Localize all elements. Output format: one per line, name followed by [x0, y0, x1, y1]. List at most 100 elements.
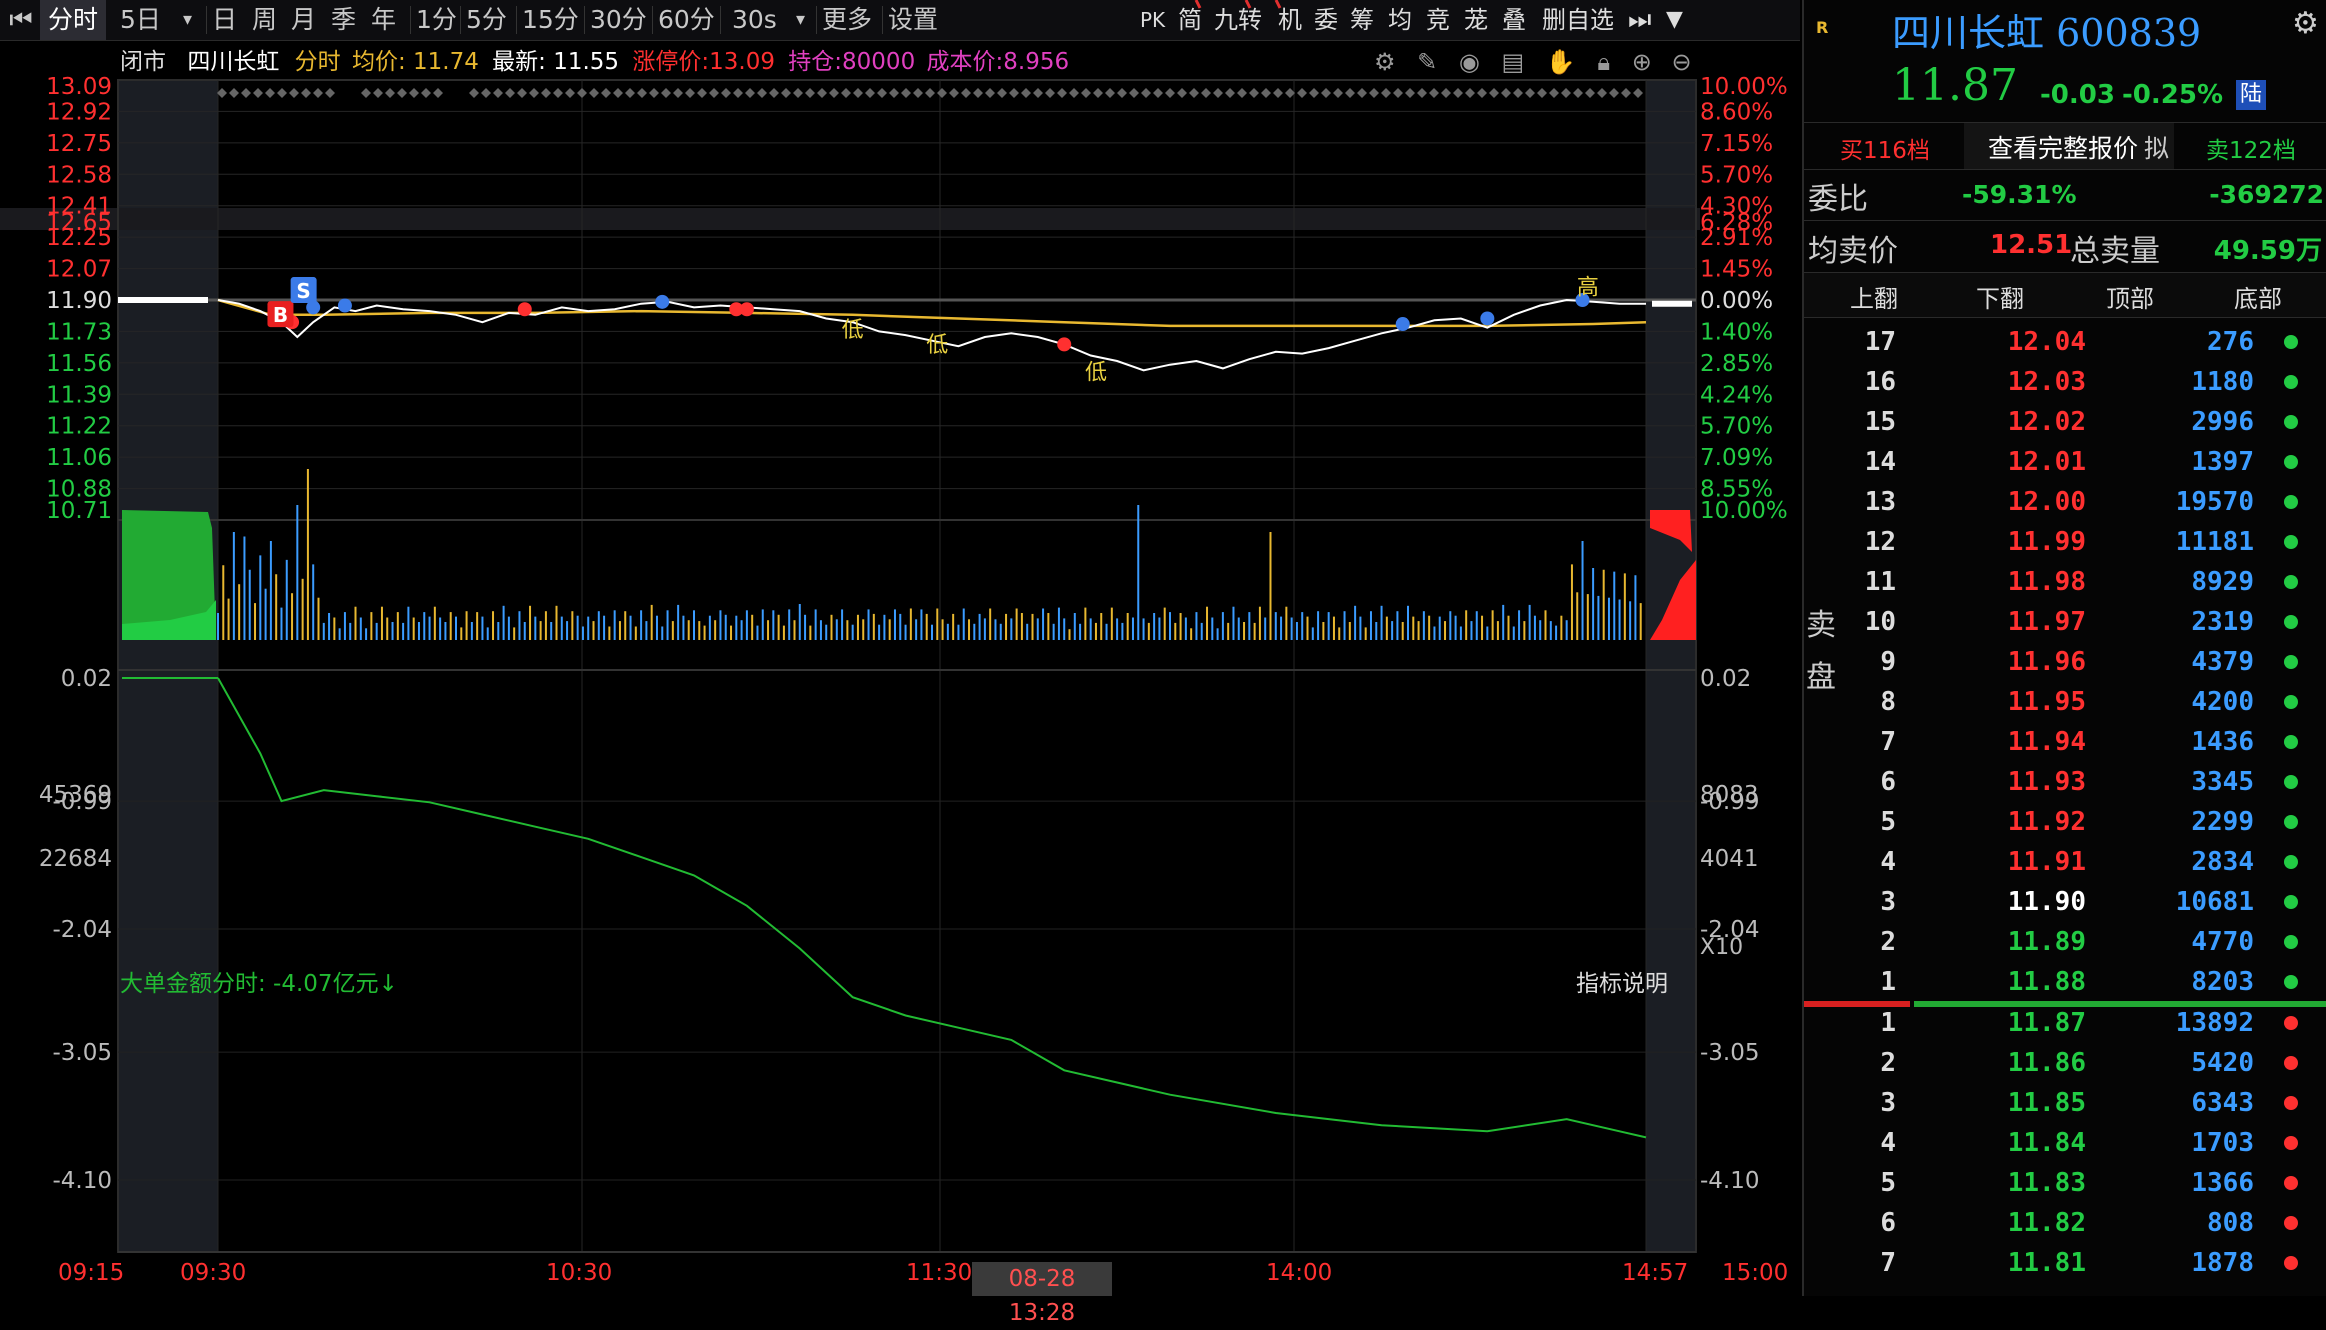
tab-period-3[interactable]: 周	[252, 5, 278, 34]
indicator-help-button[interactable]: 指标说明	[1576, 971, 1668, 997]
tab-period-5[interactable]: 季	[331, 5, 357, 34]
ask-row[interactable]: 4 11.91 2834	[1804, 842, 2326, 882]
tool-jian[interactable]: 简	[1178, 6, 1202, 34]
price-tick-left: 13.09	[46, 74, 112, 100]
ask-row[interactable]: 9 11.96 4379	[1804, 642, 2326, 682]
tab-period-7[interactable]: 1分	[416, 5, 457, 34]
settings-icon[interactable]: ⚙	[2292, 6, 2319, 41]
chevron-down-icon[interactable]: ▾	[796, 9, 806, 30]
flow-panel-label: 大单金额分时: -4.07亿元↓	[120, 971, 398, 997]
chart-frame	[117, 79, 1697, 1253]
volume-scale-label: X10	[1700, 935, 1743, 960]
ask-volume: 4770	[2191, 927, 2254, 957]
zoom-out-icon[interactable]: ⊖	[1671, 48, 1692, 76]
ask-status-dot	[2284, 935, 2298, 949]
auction-marker	[757, 88, 767, 98]
hand-icon[interactable]: ✋	[1545, 48, 1576, 76]
sell-point-marker	[1480, 311, 1495, 326]
ask-row[interactable]: 16 12.03 1180	[1804, 362, 2326, 402]
auction-marker	[853, 88, 863, 98]
ask-row[interactable]: 1 11.88 8203	[1804, 962, 2326, 1002]
ask-row[interactable]: 6 11.93 3345	[1804, 762, 2326, 802]
tab-period-4[interactable]: 月	[291, 5, 317, 34]
ask-price: 11.88	[2007, 967, 2086, 997]
tab-period-8[interactable]: 5分	[466, 5, 507, 34]
auction-marker	[1141, 88, 1151, 98]
bid-volume: 5420	[2191, 1048, 2254, 1078]
tool-ji[interactable]: 机	[1278, 6, 1302, 34]
bid-row[interactable]: 1 11.87 13892	[1804, 1003, 2326, 1043]
tool-long[interactable]: 茏	[1464, 6, 1488, 34]
tab-full-quote[interactable]: 查看完整报价	[1988, 134, 2139, 163]
tab-period-2[interactable]: 日	[212, 5, 238, 34]
bid-row[interactable]: 6 11.82 808	[1804, 1203, 2326, 1243]
settings-button[interactable]: 设置	[888, 5, 939, 34]
pen-icon[interactable]: ✎	[1417, 48, 1438, 76]
ask-row[interactable]: 10 11.97 2319	[1804, 602, 2326, 642]
tool-jing[interactable]: 竞	[1426, 6, 1450, 34]
tab-period-11[interactable]: 60分	[658, 5, 715, 34]
ask-row[interactable]: 14 12.01 1397	[1804, 442, 2326, 482]
ask-volume: 1180	[2191, 367, 2254, 397]
settings-icon[interactable]: ⚙	[1374, 48, 1396, 76]
tab-period-0[interactable]: 分时	[40, 0, 106, 40]
ask-row[interactable]: 5 11.92 2299	[1804, 802, 2326, 842]
price-tick-left: 11.39	[46, 382, 112, 408]
ask-row[interactable]: 7 11.94 1436	[1804, 722, 2326, 762]
scroll-top-button[interactable]: 顶部	[2106, 285, 2154, 313]
tool-chou[interactable]: 筹	[1350, 6, 1374, 34]
tool-pk[interactable]: PK	[1140, 8, 1166, 32]
ask-row[interactable]: 8 11.95 4200	[1804, 682, 2326, 722]
ask-row[interactable]: 17 12.04 276	[1804, 322, 2326, 362]
tool-jiuzhuan[interactable]: 九转	[1214, 6, 1262, 34]
ask-row[interactable]: 11 11.98 8929	[1804, 562, 2326, 602]
pre-market-shade	[118, 80, 218, 1252]
tab-period-9[interactable]: 15分	[522, 5, 579, 34]
box-icon[interactable]: ▤	[1501, 48, 1525, 76]
tool-die[interactable]: 叠	[1502, 6, 1526, 34]
tool-jun[interactable]: 均	[1388, 6, 1412, 34]
remove-watchlist-button[interactable]: 删自选	[1542, 6, 1614, 34]
pct-tick-right: 5.70%	[1700, 414, 1773, 440]
scroll-up-button[interactable]: 上翻	[1850, 285, 1898, 313]
tab-period-1[interactable]: 5日	[120, 5, 161, 34]
first-page-icon[interactable]: ⏮	[9, 5, 33, 35]
tab-period-6[interactable]: 年	[371, 5, 397, 34]
flow-tick-left: -4.10	[52, 1168, 112, 1194]
scroll-bottom-button[interactable]: 底部	[2234, 285, 2282, 313]
ask-row[interactable]: 3 11.90 10681	[1804, 882, 2326, 922]
ask-row[interactable]: 15 12.02 2996	[1804, 402, 2326, 442]
last-page-icon[interactable]: ⏭	[1628, 5, 1652, 35]
auction-marker	[385, 88, 395, 98]
auction-marker	[217, 88, 227, 98]
bid-row[interactable]: 4 11.84 1703	[1804, 1123, 2326, 1163]
ask-row[interactable]: 12 11.99 11181	[1804, 522, 2326, 562]
bid-row[interactable]: 2 11.86 5420	[1804, 1043, 2326, 1083]
zoom-in-icon[interactable]: ⊕	[1631, 48, 1652, 76]
scroll-down-button[interactable]: 下翻	[1976, 285, 2024, 313]
chevron-down-icon[interactable]: ▼	[1666, 7, 1683, 32]
tab-buy-levels[interactable]: 买116档	[1840, 138, 1930, 164]
auction-marker	[985, 88, 995, 98]
bid-price: 11.86	[2007, 1048, 2086, 1078]
intraday-chart[interactable]: 13.09 10.00% 12.92 8.60% 12.75 7.15% 12.58 5.70…	[0, 40, 1800, 1296]
bid-row[interactable]: 5 11.83 1366	[1804, 1163, 2326, 1203]
ask-row[interactable]: 2 11.89 4770	[1804, 922, 2326, 962]
bid-ask-divider-green	[1914, 1001, 2326, 1007]
tab-period-12[interactable]: 30s	[732, 5, 777, 34]
lock-icon[interactable]: 🔒︎	[1597, 48, 1611, 76]
divider	[1804, 220, 2326, 221]
ask-status-dot	[2284, 855, 2298, 869]
bid-row[interactable]: 7 11.81 1878	[1804, 1243, 2326, 1283]
tool-wei[interactable]: 委	[1314, 6, 1338, 34]
ask-row[interactable]: 13 12.00 19570	[1804, 482, 2326, 522]
bid-row[interactable]: 3 11.85 6343	[1804, 1083, 2326, 1123]
eye-icon[interactable]: ◉	[1458, 48, 1480, 76]
tab-sell-levels[interactable]: 卖122档	[2206, 138, 2296, 164]
tab-period-10[interactable]: 30分	[590, 5, 647, 34]
more-button[interactable]: 更多	[822, 5, 873, 34]
tab-sim[interactable]: 拟	[2144, 134, 2170, 163]
chevron-down-icon[interactable]: ▾	[183, 9, 193, 30]
auction-marker	[229, 88, 239, 98]
auction-marker	[1153, 88, 1163, 98]
